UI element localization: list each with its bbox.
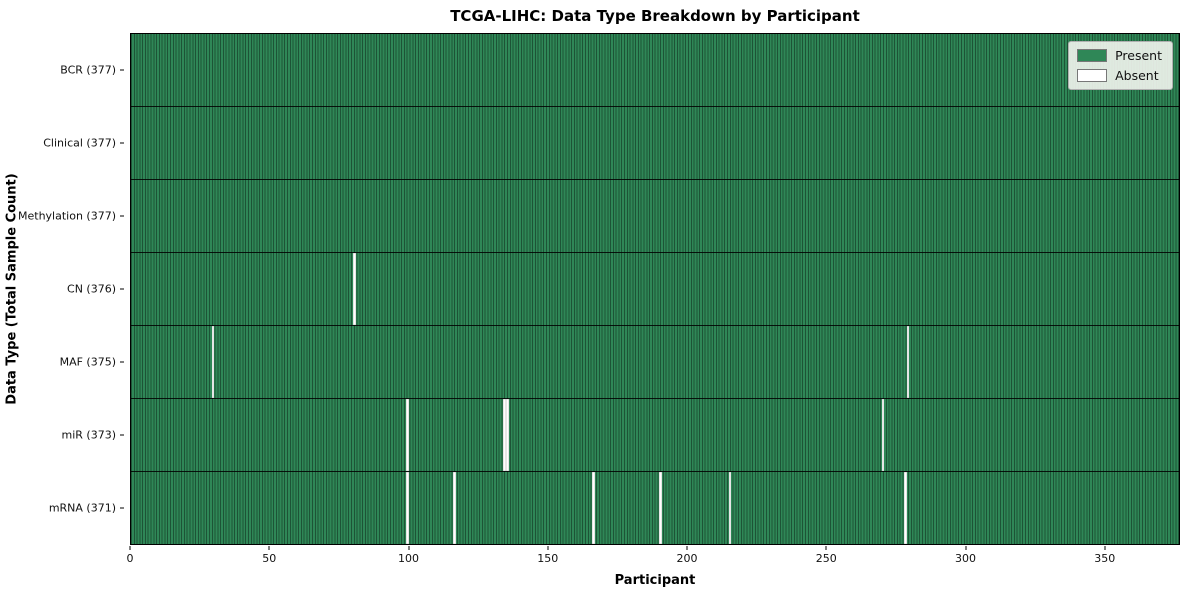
y-tick-label-methylation: Methylation (377) [18,209,116,223]
plot-area: Present Absent [130,33,1180,545]
row-cn [131,252,1179,325]
row-mrna [131,471,1179,544]
x-tick-mark [825,546,827,550]
absent-cell-mrna-116 [453,472,457,544]
heatmap-rows [131,34,1179,544]
y-tick-mark [120,142,124,144]
legend-label: Present [1115,48,1162,63]
x-tick-label-250: 250 [815,552,837,565]
legend[interactable]: Present Absent [1068,41,1173,90]
x-tick-label-0: 0 [126,552,134,565]
legend-swatch-absent [1077,69,1108,82]
absent-cell-mir-135 [506,399,510,471]
x-tick-label-300: 300 [955,552,977,565]
x-tick-mark [268,546,270,550]
legend-swatch-present [1077,49,1108,62]
absent-cell-mir-134 [503,399,507,471]
x-tick-mark [408,546,409,550]
y-tick-label-bcr: BCR (377) [60,63,116,77]
y-tick-label-clinical: Clinical (377) [43,136,116,150]
x-tick-mark [1104,546,1106,550]
absent-cell-maf-29 [211,326,215,398]
row-bcr [131,34,1179,106]
y-tick-mark [120,215,124,217]
x-tick-mark [129,546,131,550]
x-tick-mark [965,546,967,550]
legend-item-absent: Absent [1077,68,1162,83]
x-tick-label-100: 100 [398,552,419,565]
x-axis-ticks: 0 50 100 150 200 250 300 350 [126,545,1180,575]
absent-cell-mir-270 [881,399,885,471]
y-tick-mark [120,434,124,436]
x-tick-label-200: 200 [676,552,698,565]
absent-cell-cn-80 [353,253,357,325]
y-tick-mark [120,361,124,363]
row-clinical [131,106,1179,179]
absent-cell-mir-99 [406,399,409,471]
legend-label: Absent [1115,68,1159,83]
x-tick-label-50: 50 [262,552,277,565]
y-tick-label-mir: miR (373) [61,428,117,442]
y-axis-tick-labels: BCR (377) Clinical (377) Methylation (377)… [0,33,124,545]
x-tick-label-150: 150 [537,552,559,565]
x-tick-mark [686,546,688,550]
y-tick-label-mrna: mRNA (371) [48,501,116,515]
absent-cell-mrna-215 [728,472,732,544]
row-mir [131,398,1179,471]
absent-cell-mrna-166 [592,472,596,544]
x-tick-mark [547,546,549,550]
row-maf [131,325,1179,398]
row-methylation [131,179,1179,252]
absent-cell-maf-279 [906,326,910,398]
y-tick-mark [120,507,124,509]
absent-cell-mrna-278 [903,472,907,544]
x-axis-label: Participant [614,573,696,588]
chart-title: TCGA-LIHC: Data Type Breakdown by Partic… [450,7,860,25]
absent-cell-mrna-99 [406,472,409,544]
y-tick-label-maf: MAF (375) [59,355,116,369]
legend-item-present: Present [1077,48,1162,63]
y-tick-label-cn: CN (376) [67,282,116,296]
y-tick-mark [120,69,124,71]
absent-cell-mrna-190 [659,472,662,544]
y-tick-mark [120,288,124,290]
x-tick-label-350: 350 [1094,552,1116,565]
